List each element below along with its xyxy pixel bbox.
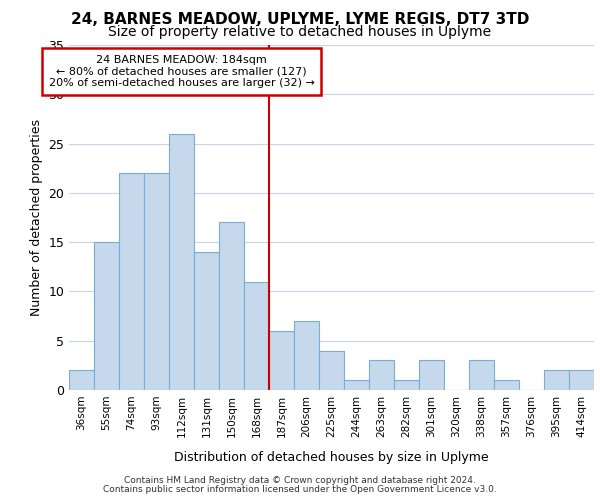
- Bar: [144, 173, 169, 390]
- Text: 24, BARNES MEADOW, UPLYME, LYME REGIS, DT7 3TD: 24, BARNES MEADOW, UPLYME, LYME REGIS, D…: [71, 12, 529, 28]
- Text: 24 BARNES MEADOW: 184sqm
← 80% of detached houses are smaller (127)
20% of semi-: 24 BARNES MEADOW: 184sqm ← 80% of detach…: [49, 55, 314, 88]
- Bar: [69, 370, 94, 390]
- Bar: [194, 252, 219, 390]
- Bar: [169, 134, 194, 390]
- Bar: [269, 331, 294, 390]
- Bar: [219, 222, 244, 390]
- Bar: [469, 360, 494, 390]
- Bar: [569, 370, 594, 390]
- Text: Contains public sector information licensed under the Open Government Licence v3: Contains public sector information licen…: [103, 485, 497, 494]
- Bar: [294, 321, 319, 390]
- Bar: [94, 242, 119, 390]
- Bar: [344, 380, 369, 390]
- Y-axis label: Number of detached properties: Number of detached properties: [30, 119, 43, 316]
- Bar: [394, 380, 419, 390]
- Text: Contains HM Land Registry data © Crown copyright and database right 2024.: Contains HM Land Registry data © Crown c…: [124, 476, 476, 485]
- Bar: [319, 350, 344, 390]
- Bar: [369, 360, 394, 390]
- Bar: [494, 380, 519, 390]
- Bar: [244, 282, 269, 390]
- X-axis label: Distribution of detached houses by size in Uplyme: Distribution of detached houses by size …: [174, 451, 489, 464]
- Text: Size of property relative to detached houses in Uplyme: Size of property relative to detached ho…: [109, 25, 491, 39]
- Bar: [119, 173, 144, 390]
- Bar: [419, 360, 444, 390]
- Bar: [544, 370, 569, 390]
